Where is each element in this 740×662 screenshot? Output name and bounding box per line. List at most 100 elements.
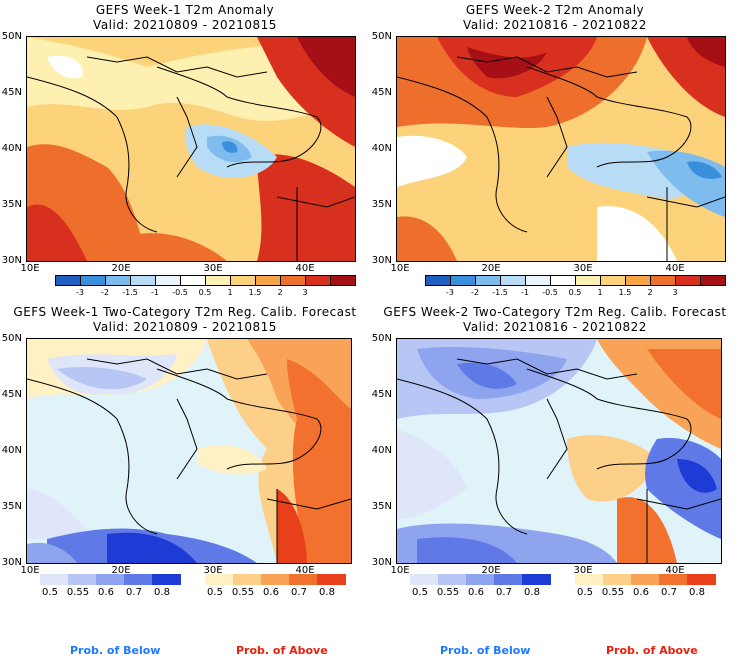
colorbar-swatch <box>261 574 290 585</box>
colorbar-tick-label: -1.5 <box>492 288 508 297</box>
colorbar-swatch <box>130 275 156 286</box>
colorbar-swatch <box>500 275 526 286</box>
lat-label: 35N <box>371 501 392 512</box>
colorbar-swatch <box>410 574 439 585</box>
colorbar-swatch <box>603 574 632 585</box>
colorbar-tick-label: 1.5 <box>618 288 632 297</box>
lat-label: 40N <box>371 445 392 456</box>
lat-label: 45N <box>1 87 22 98</box>
lat-label: 45N <box>371 87 392 98</box>
colorbar-tick-label: -2 <box>471 288 479 297</box>
colorbar-tick-label: -0.5 <box>172 288 188 297</box>
lat-label: 45N <box>1 389 22 400</box>
colorbar-tick-label: 0.55 <box>66 587 90 598</box>
colorbar-swatch <box>40 574 69 585</box>
prob-below-label: Prob. of Below <box>440 644 531 657</box>
panel-valid-dates: Valid: 20210809 - 20210815 <box>93 320 277 334</box>
colorbar-tick-label: 0.6 <box>98 587 114 598</box>
colorbar-tick-label: -3 <box>446 288 454 297</box>
lat-label: 45N <box>371 389 392 400</box>
lat-label: 40N <box>371 143 392 154</box>
colorbar-swatch <box>68 574 97 585</box>
colorbar-tick-label: -2 <box>101 288 109 297</box>
lon-label: 40E <box>295 565 315 576</box>
colorbar-tick-label: 0.6 <box>468 587 484 598</box>
lat-label: 30N <box>1 557 22 568</box>
colorbar-swatch <box>450 275 476 286</box>
colorbar-swatch <box>317 574 346 585</box>
prob-above-label: Prob. of Above <box>236 644 328 657</box>
lat-label: 50N <box>1 333 22 344</box>
colorbar-swatch <box>550 275 576 286</box>
colorbar-swatch <box>525 275 551 286</box>
lat-label: 40N <box>1 143 22 154</box>
colorbar-tick-label: 0.6 <box>633 587 649 598</box>
colorbar-tick-label: 1 <box>227 288 233 297</box>
colorbar-swatch <box>466 574 495 585</box>
colorbar-tick-label: 3 <box>672 288 678 297</box>
colorbar-swatch <box>522 574 551 585</box>
anomaly-colorbar: -3 -2 -1.5 -1 -0.5 0.5 1 1.5 2 3 <box>425 275 726 300</box>
panel-title: GEFS Week-1 Two-Category T2m Reg. Calib.… <box>13 305 357 319</box>
above-probability-colorbar: 0.5 0.55 0.6 0.7 0.8 <box>575 574 716 602</box>
lat-label: 50N <box>1 31 22 42</box>
colorbar-swatch <box>475 275 501 286</box>
colorbar-tick-label: 1 <box>597 288 603 297</box>
colorbar-swatch <box>438 574 467 585</box>
colorbar-swatch <box>575 275 601 286</box>
prob-above-label: Prob. of Above <box>606 644 698 657</box>
panel-valid-dates: Valid: 20210816 - 20210822 <box>463 18 647 32</box>
lat-label: 35N <box>371 199 392 210</box>
colorbar-tick-label: 0.7 <box>661 587 677 598</box>
lat-label: 50N <box>371 333 392 344</box>
lon-label: 30E <box>573 565 593 576</box>
colorbar-swatch <box>124 574 153 585</box>
colorbar-swatch <box>289 574 318 585</box>
colorbar-swatch <box>425 275 451 286</box>
lon-label: 40E <box>295 263 315 274</box>
colorbar-tick-label: -1 <box>521 288 529 297</box>
above-probability-colorbar: 0.5 0.55 0.6 0.7 0.8 <box>205 574 346 602</box>
lon-label: 20E <box>481 263 501 274</box>
lon-label: 10E <box>20 565 40 576</box>
colorbar-swatch <box>305 275 331 286</box>
colorbar-tick-label: 0.7 <box>496 587 512 598</box>
lat-label: 30N <box>1 255 22 266</box>
below-probability-colorbar: 0.5 0.55 0.6 0.7 0.8 <box>40 574 181 602</box>
below-probability-colorbar: 0.5 0.55 0.6 0.7 0.8 <box>410 574 551 602</box>
colorbar-swatch <box>205 275 231 286</box>
colorbar-swatch <box>625 275 651 286</box>
lon-label: 30E <box>203 565 223 576</box>
lon-label: 20E <box>481 565 501 576</box>
colorbar-swatch <box>233 574 262 585</box>
colorbar-swatch <box>55 275 81 286</box>
panel-valid-dates: Valid: 20210816 - 20210822 <box>463 320 647 334</box>
lon-label: 40E <box>665 263 685 274</box>
panel-title: GEFS Week-2 T2m Anomaly <box>465 3 645 17</box>
colorbar-tick-label: -3 <box>76 288 84 297</box>
lon-label: 10E <box>390 565 410 576</box>
colorbar-tick-label: 0.5 <box>568 288 582 297</box>
colorbar-tick-label: 0.5 <box>42 587 58 598</box>
colorbar-swatch <box>280 275 306 286</box>
colorbar-tick-label: 0.55 <box>601 587 625 598</box>
colorbar-swatch <box>600 275 626 286</box>
colorbar-swatch <box>255 275 281 286</box>
colorbar-swatch <box>96 574 125 585</box>
colorbar-swatch <box>659 574 688 585</box>
colorbar-tick-label: 0.6 <box>263 587 279 598</box>
colorbar-swatch <box>80 275 106 286</box>
colorbar-tick-label: 0.5 <box>207 587 223 598</box>
anomaly-colorbar: -3 -2 -1.5 -1 -0.5 0.5 1 1.5 2 3 <box>55 275 356 300</box>
colorbar-tick-label: 2 <box>647 288 653 297</box>
colorbar-tick-label: 0.7 <box>291 587 307 598</box>
colorbar-swatch <box>105 275 131 286</box>
colorbar-tick-label: 2 <box>277 288 283 297</box>
colorbar-swatch <box>675 275 701 286</box>
lon-label: 20E <box>111 263 131 274</box>
colorbar-swatch <box>330 275 356 286</box>
anomaly-map <box>26 36 356 262</box>
colorbar-tick-label: 0.55 <box>231 587 255 598</box>
lon-label: 10E <box>20 263 40 274</box>
lon-label: 30E <box>573 263 593 274</box>
